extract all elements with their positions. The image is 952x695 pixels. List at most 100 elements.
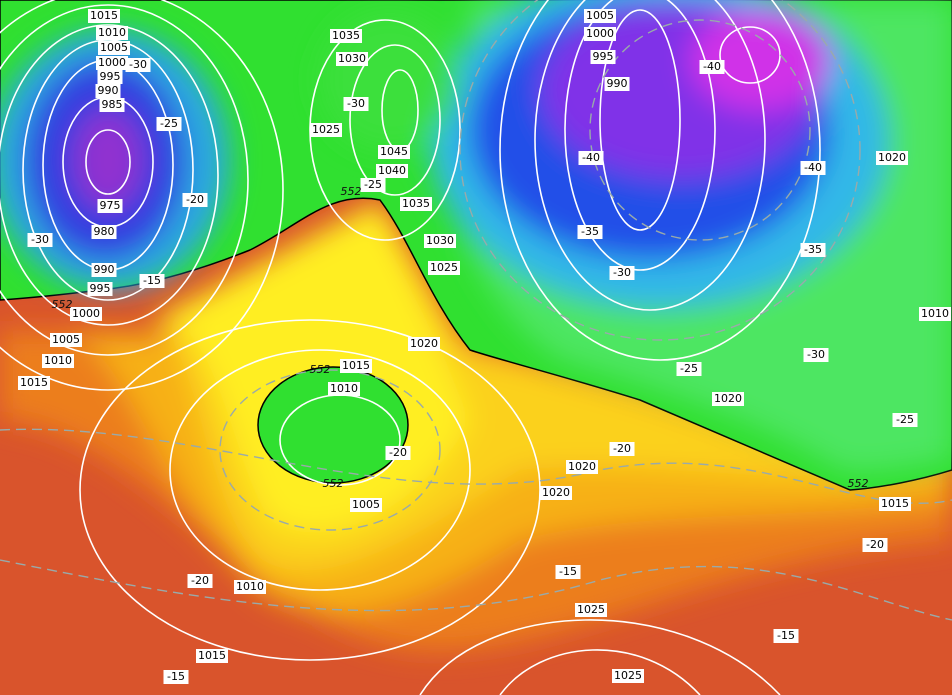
thickness-label: 552 (323, 477, 344, 490)
temperature-label: -30 (347, 97, 365, 110)
label-box (18, 376, 50, 390)
temperature-label: -15 (143, 274, 161, 287)
label-box (98, 41, 130, 55)
label-box (343, 97, 369, 111)
isobar-label: 1035 (332, 29, 360, 42)
label-box (604, 77, 630, 91)
temperature-label: -35 (581, 225, 599, 238)
isobar-label: 995 (593, 50, 614, 63)
temperature-label: -35 (804, 243, 822, 256)
label-box (50, 333, 82, 347)
label-box (95, 84, 121, 98)
isobar-label: 1010 (921, 307, 949, 320)
label-box (876, 151, 908, 165)
thickness-label: 552 (341, 185, 362, 198)
isobar-label: 1015 (881, 497, 909, 510)
label-box (892, 413, 918, 427)
label-box (97, 199, 123, 213)
label-box (27, 233, 53, 247)
isobar-label: 975 (100, 199, 121, 212)
label-box (182, 193, 208, 207)
isobar-label: 995 (100, 70, 121, 83)
label-box (163, 670, 189, 684)
isobar-label: 1025 (430, 261, 458, 274)
label-box (42, 354, 74, 368)
label-box (96, 26, 128, 40)
label-box (376, 164, 408, 178)
label-box (91, 263, 117, 277)
label-box (609, 266, 635, 280)
temperature-label: -30 (807, 348, 825, 361)
isobar-label: 1020 (410, 337, 438, 350)
label-box (555, 565, 581, 579)
label-box (385, 446, 411, 460)
label-box (350, 498, 382, 512)
temperature-label: -25 (680, 362, 698, 375)
isobar-label: 1000 (586, 27, 614, 40)
thickness-label: 552 (310, 363, 331, 376)
temperature-label: -30 (613, 266, 631, 279)
label-box (187, 574, 213, 588)
isobar-label: 990 (607, 77, 628, 90)
isobar-label: 1025 (614, 669, 642, 682)
label-box (712, 392, 744, 406)
thickness-label: 552 (848, 477, 869, 490)
isobar-label: 1015 (90, 9, 118, 22)
label-box (99, 98, 125, 112)
label-box (330, 29, 362, 43)
isobar-label: 1010 (236, 580, 264, 593)
temperature-label: -15 (777, 629, 795, 642)
isobar-label: 990 (94, 263, 115, 276)
temperature-label: -20 (191, 574, 209, 587)
label-box (566, 460, 598, 474)
temperature-label: -15 (559, 565, 577, 578)
isobar-label: 985 (102, 98, 123, 111)
isobar-label: 1015 (20, 376, 48, 389)
temperature-label: -25 (896, 413, 914, 426)
label-box (125, 58, 151, 72)
label-box (612, 669, 644, 683)
temperature-label: -20 (186, 193, 204, 206)
isobar-label: 995 (90, 282, 111, 295)
label-box (328, 382, 360, 396)
label-box (800, 243, 826, 257)
label-box (156, 117, 182, 131)
isobar-label: 1020 (568, 460, 596, 473)
temperature-label: -40 (582, 151, 600, 164)
isobar-label: 990 (98, 84, 119, 97)
isobar-label: 1010 (98, 26, 126, 39)
isobar-label: 1030 (426, 234, 454, 247)
label-box (196, 649, 228, 663)
isobar-label: 1010 (44, 354, 72, 367)
temperature-label: -40 (703, 60, 721, 73)
isobar-label: 1020 (542, 486, 570, 499)
label-box (88, 9, 120, 23)
label-box (803, 348, 829, 362)
label-box (609, 442, 635, 456)
temperature-label: -30 (129, 58, 147, 71)
label-box (578, 151, 604, 165)
label-box (424, 234, 456, 248)
isobar-label: 1040 (378, 164, 406, 177)
label-box (310, 123, 342, 137)
temperature-label: -20 (613, 442, 631, 455)
isobar-label: 1020 (714, 392, 742, 405)
temperature-label: -25 (364, 178, 382, 191)
label-box (234, 580, 266, 594)
label-box (575, 603, 607, 617)
isobar-label: 1010 (330, 382, 358, 395)
label-box (91, 225, 117, 239)
label-box (340, 359, 372, 373)
label-box (540, 486, 572, 500)
isobar-label: 1005 (100, 41, 128, 54)
label-box (70, 307, 102, 321)
isobar-label: 1005 (52, 333, 80, 346)
isobar-label: 1000 (98, 56, 126, 69)
label-box (577, 225, 603, 239)
label-box (428, 261, 460, 275)
temperature-label: -20 (389, 446, 407, 459)
temperature-label: -40 (804, 161, 822, 174)
isobar-label: 1015 (342, 359, 370, 372)
